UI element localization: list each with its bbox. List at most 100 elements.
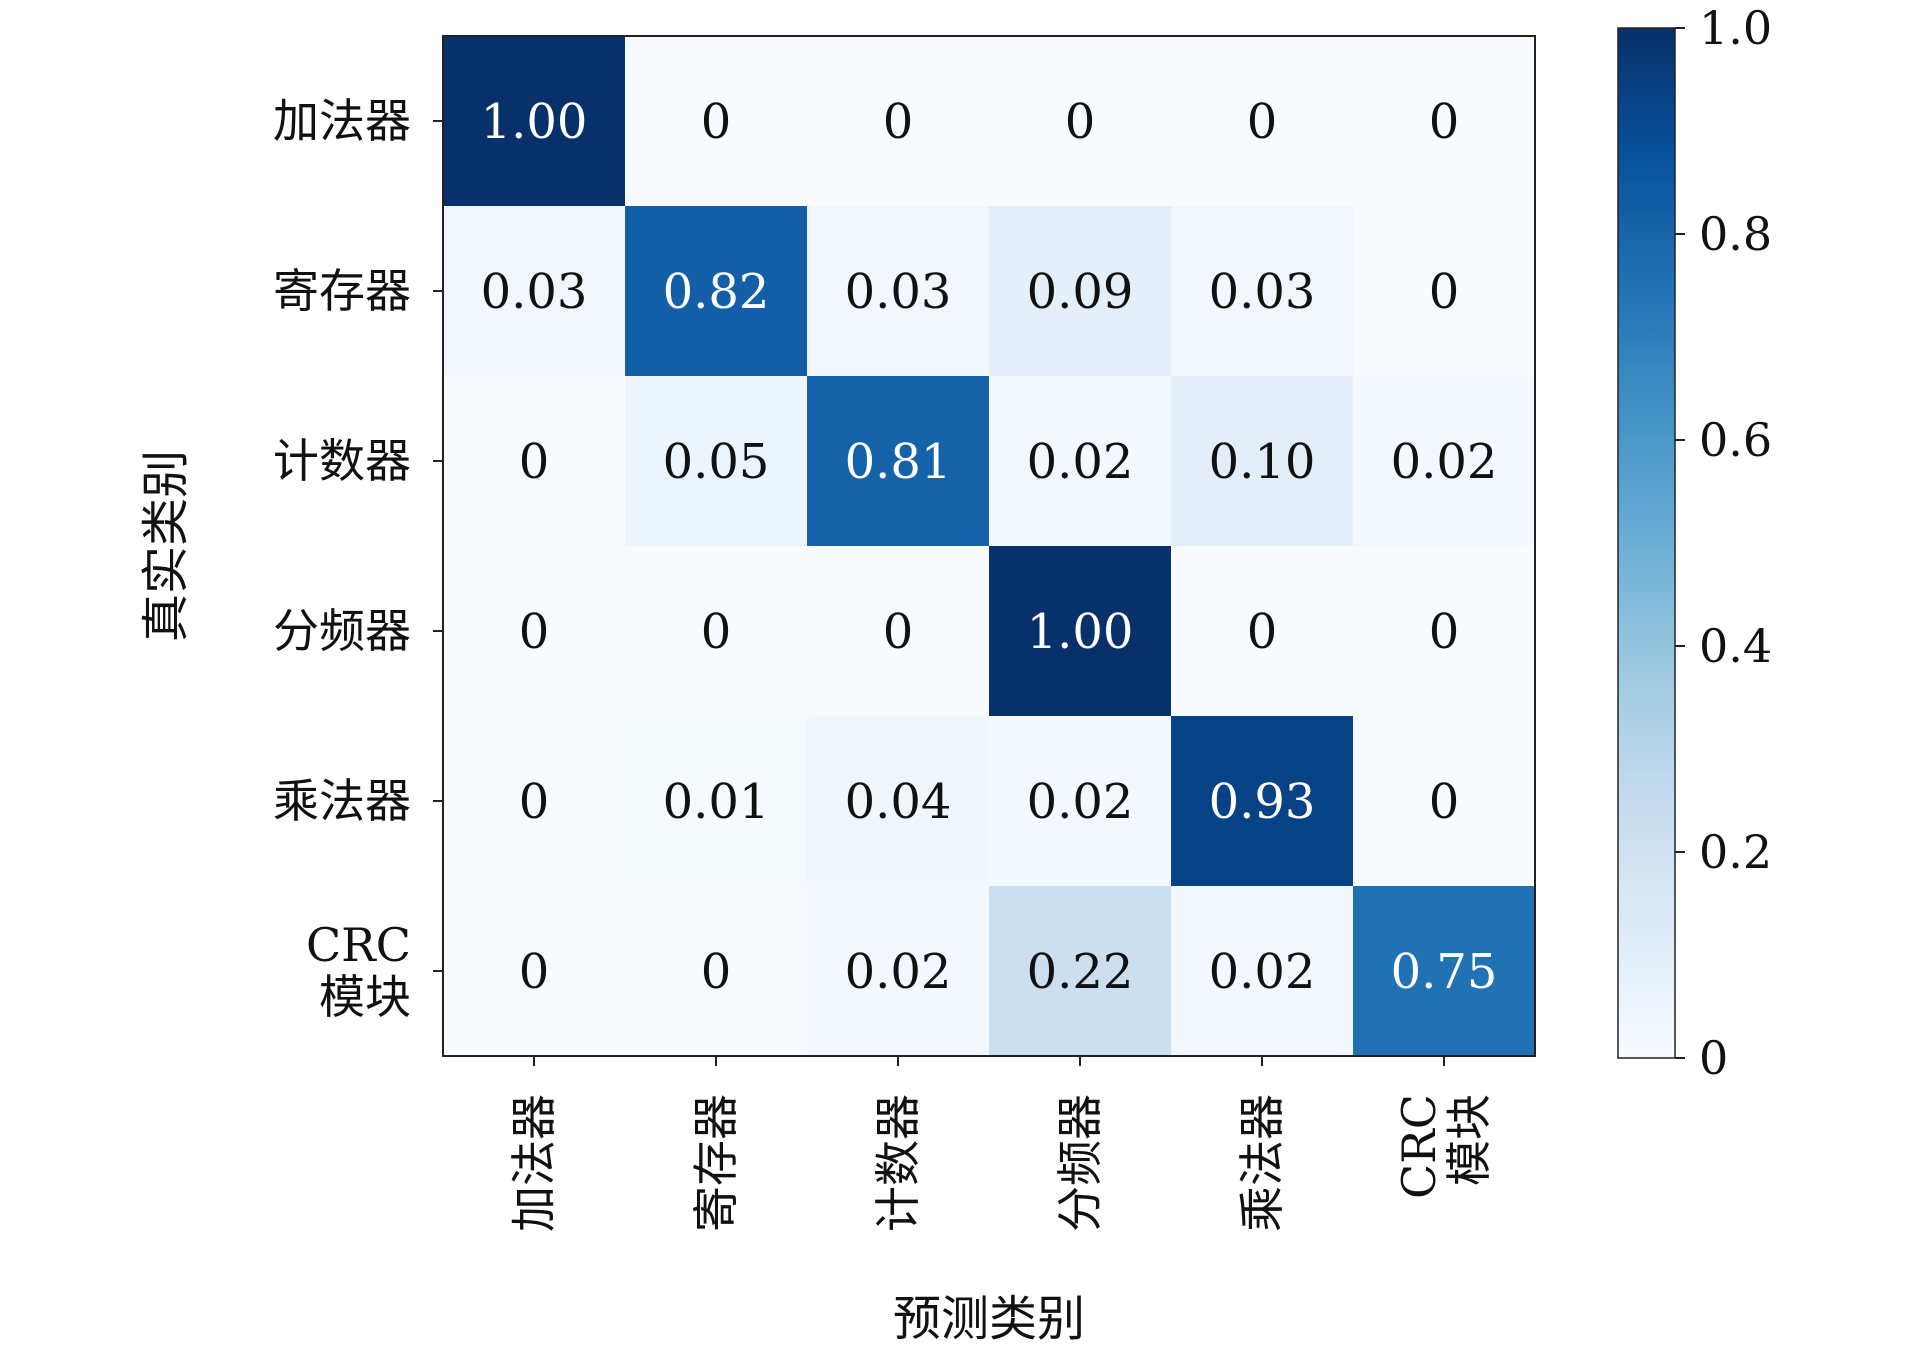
x-tick-label: 模块 [1442,1094,1496,1186]
y-tick-label: 乘法器 [273,774,411,828]
heatmap-cell [1353,716,1535,886]
y-tick-label: 计数器 [273,434,411,488]
x-tick-label: CRC [1392,1094,1446,1199]
heatmap-cell [1353,206,1535,376]
y-axis-title: 真实类别 [138,450,194,642]
y-tick-label: 模块 [319,970,411,1024]
heatmap-cell-label: 0.04 [845,774,952,830]
colorbar-tick-label: 0.2 [1699,825,1772,879]
heatmap-cell [1171,886,1353,1056]
heatmap-cell-label: 0.02 [1391,434,1498,490]
heatmap-cell-label: 0 [1065,94,1096,150]
heatmap-cell [443,376,625,546]
heatmap-cell-label: 1.00 [1027,604,1134,660]
heatmap-cell [1171,36,1353,206]
heatmap-cell-labels: 1.00 0 0 0 0 0 0.03 0.82 0.03 0.09 0.03 0 0 0.05 0.81 0… [481,94,1498,1000]
y-tick-label: 分频器 [273,604,411,658]
heatmap-cell [989,376,1171,546]
heatmap-cell-label: 0 [701,604,732,660]
heatmap-cell-label: 0 [1429,94,1460,150]
y-tick-label: 加法器 [273,94,411,148]
heatmap-cell [625,376,807,546]
heatmap-cell-label: 0 [519,774,550,830]
heatmap-cell [443,886,625,1056]
colorbar-tick-label: 0 [1699,1031,1728,1085]
heatmap-cell-label: 0.03 [481,264,588,320]
heatmap-cell-label: 0.09 [1027,264,1134,320]
heatmap-cell-label: 0 [519,434,550,490]
heatmap-cell [625,716,807,886]
heatmap-cell [1353,886,1535,1056]
heatmap-cell [807,546,989,716]
x-tick-label: 乘法器 [1235,1094,1289,1232]
heatmap-cell-label: 0.75 [1391,944,1498,1000]
heatmap-cell-label: 0 [519,944,550,1000]
x-tick-label: 分频器 [1053,1094,1107,1232]
heatmap-cell [807,206,989,376]
y-tick-label: CRC [306,918,411,972]
heatmap-cell-label: 0.22 [1027,944,1134,1000]
heatmap-cells [443,36,1535,1056]
colorbar-tick-label: 0.8 [1699,207,1772,261]
heatmap-cell [443,716,625,886]
heatmap-cell-label: 0.81 [845,434,952,490]
heatmap-cell-label: 0 [701,94,732,150]
heatmap-cell [1171,546,1353,716]
heatmap-cell-label: 0.02 [1027,774,1134,830]
heatmap-cell [989,886,1171,1056]
heatmap-cell [443,546,625,716]
heatmap-cell-label: 0 [883,94,914,150]
heatmap-cell-label: 0.82 [663,264,770,320]
heatmap-cell-label: 0 [1429,264,1460,320]
heatmap-cell [989,546,1171,716]
y-tick-label: 寄存器 [273,264,411,318]
heatmap-cell [807,36,989,206]
heatmap-cell [443,206,625,376]
heatmap-cell-label: 0.02 [1209,944,1316,1000]
heatmap-cell-label: 0.02 [1027,434,1134,490]
heatmap-cell [807,376,989,546]
heatmap-cell [625,36,807,206]
heatmap-cell [989,716,1171,886]
heatmap-cell-label: 0 [519,604,550,660]
heatmap-cell [1353,546,1535,716]
colorbar-tick-label: 0.4 [1699,619,1772,673]
heatmap-cell [1171,206,1353,376]
heatmap-cell-label: 1.00 [481,94,588,150]
heatmap-cell-label: 0 [1247,94,1278,150]
heatmap-cell-label: 0.03 [845,264,952,320]
heatmap-cell [625,546,807,716]
heatmap-cell-label: 0 [1247,604,1278,660]
heatmap-cell [443,36,625,206]
x-tick-label: 加法器 [507,1094,561,1232]
heatmap-cell [989,206,1171,376]
heatmap-cell [1171,376,1353,546]
heatmap-cell [1171,716,1353,886]
heatmap-cell-label: 0.93 [1209,774,1316,830]
heatmap-cell [807,886,989,1056]
heatmap-cell-label: 0.03 [1209,264,1316,320]
x-axis-title: 预测类别 [893,1291,1085,1346]
heatmap-cell-label: 0 [701,944,732,1000]
heatmap-cell-label: 0.05 [663,434,770,490]
x-tick-label: 寄存器 [689,1094,743,1232]
colorbar-tick-label: 0.6 [1699,413,1772,467]
heatmap-cell [625,206,807,376]
heatmap-cell-label: 0.10 [1209,434,1316,490]
heatmap-cell [1353,376,1535,546]
heatmap-cell [1353,36,1535,206]
heatmap-cell-label: 0.01 [663,774,770,830]
heatmap-cell-label: 0 [1429,774,1460,830]
heatmap-cell-label: 0 [1429,604,1460,660]
x-tick-label: 计数器 [871,1094,925,1232]
colorbar [1617,27,1676,1059]
heatmap-cell [625,886,807,1056]
heatmap-cell-label: 0.02 [845,944,952,1000]
heatmap-cell-label: 0 [883,604,914,660]
colorbar-tick-label: 1.0 [1699,1,1772,55]
heatmap-cell [989,36,1171,206]
plot-frame [442,35,1536,1057]
